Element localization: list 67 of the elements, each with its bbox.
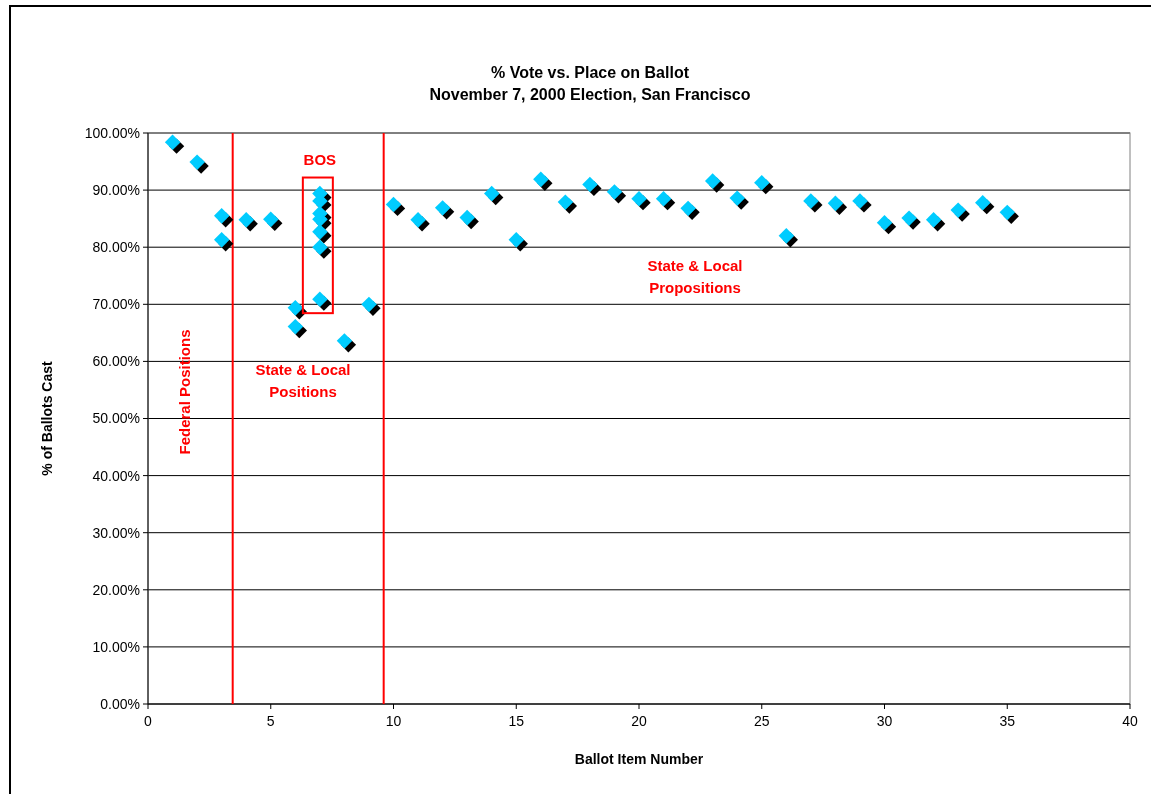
point: [484, 185, 500, 202]
x-tick-label: 30: [876, 713, 893, 729]
point: [287, 318, 303, 335]
point: [336, 333, 353, 349]
point: [238, 212, 254, 228]
annotation: State & Local Propositions: [647, 257, 743, 297]
point: [729, 190, 745, 206]
point: [508, 232, 524, 248]
point: [434, 200, 451, 216]
point: [582, 176, 598, 193]
point: [680, 200, 696, 217]
y-tick-label: 70.00%: [92, 296, 140, 313]
point: [312, 291, 328, 307]
point: [287, 300, 303, 316]
point: [704, 173, 721, 189]
point: [925, 212, 942, 228]
y-tick-label: 40.00%: [92, 467, 140, 484]
point: [655, 190, 672, 207]
x-tick-label: 5: [266, 713, 275, 729]
point: [361, 296, 377, 312]
annotation: State & Local Positions: [255, 361, 351, 401]
chart-subtitle: November 7, 2000 Election, San Francisco: [429, 86, 751, 103]
y-tick-label: 90.00%: [92, 182, 140, 198]
y-tick-label: 100.00%: [84, 124, 140, 141]
point: [189, 154, 205, 170]
x-tick-label: 40: [1122, 713, 1138, 729]
y-axis-title: % of Ballots Cast: [39, 360, 55, 476]
point: [385, 196, 402, 213]
annotation: Federal Positions: [176, 329, 194, 455]
y-tick-label: 10.00%: [92, 638, 140, 655]
point: [876, 214, 893, 231]
point: [803, 193, 819, 209]
point: [312, 239, 328, 255]
annotation: BOS: [303, 151, 337, 169]
y-tick-label: 60.00%: [92, 353, 140, 370]
point: [164, 134, 181, 150]
point: [827, 195, 844, 211]
y-tick-label: 0.00%: [100, 695, 140, 712]
point: [606, 184, 623, 200]
x-axis-title: Ballot Item Number: [574, 751, 704, 767]
point: [459, 209, 475, 226]
point: [557, 194, 574, 210]
x-tick-label: 0: [144, 713, 153, 729]
point: [975, 194, 991, 211]
point: [631, 190, 647, 207]
y-tick-label: 80.00%: [92, 239, 140, 256]
point: [852, 193, 868, 209]
point: [999, 204, 1015, 221]
point: [901, 210, 917, 226]
point: [213, 232, 230, 248]
x-tick-label: 20: [631, 713, 647, 729]
y-tick-label: 20.00%: [92, 581, 140, 598]
x-tick-label: 15: [508, 713, 525, 729]
x-tick-label: 25: [753, 713, 770, 729]
point: [950, 202, 966, 218]
point: [213, 208, 230, 224]
y-tick-label: 50.00%: [92, 410, 140, 427]
x-tick-label: 35: [999, 713, 1016, 729]
point: [754, 175, 770, 191]
point: [312, 224, 328, 240]
x-tick-label: 10: [385, 713, 402, 729]
point: [410, 212, 426, 228]
chart-title: % Vote vs. Place on Ballot: [491, 64, 690, 81]
point: [263, 211, 279, 227]
y-tick-label: 30.00%: [92, 524, 140, 541]
point: [778, 228, 794, 244]
point: [533, 171, 549, 187]
